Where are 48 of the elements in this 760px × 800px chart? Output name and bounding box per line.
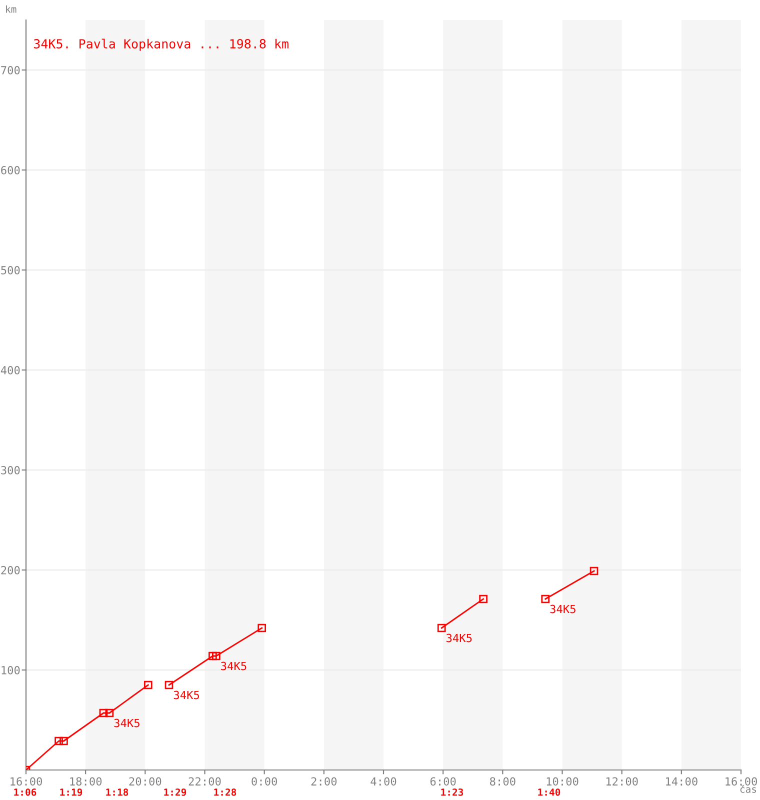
annotation: 34K5 — [550, 604, 576, 614]
point — [479, 594, 488, 604]
text: 1:40 — [538, 788, 560, 796]
annotation: 34K5 — [446, 634, 472, 642]
point — [105, 708, 114, 718]
x-tick-label: 12:00 — [606, 777, 638, 786]
point — [144, 680, 152, 690]
x-axis-title: čas — [740, 784, 756, 793]
y-tick-label: 400 — [0, 366, 20, 374]
x-tick-label: 2:00 — [311, 777, 337, 786]
point — [258, 624, 266, 632]
x-tick-label: 16:00 — [726, 777, 758, 786]
text: 1:28 — [214, 788, 236, 796]
point — [208, 652, 217, 660]
y-tick-label: 700 — [1, 66, 20, 74]
annotation: 34K5 — [174, 690, 200, 700]
point — [212, 652, 220, 660]
y-axis-title: km — [6, 5, 16, 13]
x-tick-label: 20:00 — [129, 777, 162, 786]
y-tick-label: 500 — [1, 266, 20, 274]
x-tick-label: 16:00 — [10, 777, 42, 786]
y-tick-label: 100 — [2, 666, 20, 674]
x-tick-label: 0:00 — [252, 777, 277, 786]
y-tick-label: 200 — [1, 566, 20, 574]
point — [541, 594, 550, 604]
x-tick-label: 6:00 — [430, 777, 456, 786]
text: 1:06 — [14, 788, 36, 796]
text: 1:19 — [60, 788, 82, 796]
text: 34K5. Pavla Kopkanova ... 198.8 km — [34, 38, 288, 51]
x-tick-label: 8:00 — [490, 777, 516, 786]
point — [590, 566, 598, 576]
point — [60, 736, 68, 746]
text: 1:29 — [164, 788, 186, 796]
annotation: 34K5 — [221, 662, 246, 670]
x-tick-label: 18:00 — [70, 777, 102, 786]
annotation: 34K5 — [114, 718, 140, 728]
x-tick-label: 22:00 — [188, 777, 221, 786]
point — [437, 624, 446, 632]
y-tick-label: 300 — [1, 466, 20, 474]
y-tick-label: 600 — [1, 166, 20, 174]
x-tick-label: 4:00 — [370, 777, 396, 786]
x-tick-label: 10:00 — [546, 777, 578, 786]
point — [99, 708, 108, 718]
point — [54, 736, 63, 746]
text: 1:18 — [106, 788, 128, 796]
text: 1:23 — [441, 788, 464, 796]
point — [164, 680, 174, 690]
x-tick-label: 14:00 — [666, 777, 698, 786]
